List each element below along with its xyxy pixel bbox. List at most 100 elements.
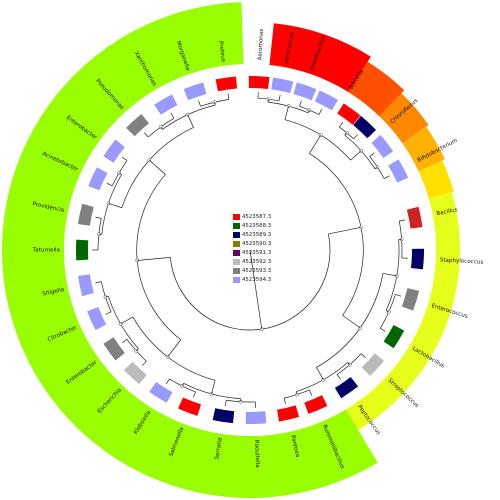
branch-line (316, 367, 324, 380)
sample-block (353, 115, 377, 139)
legend-item: 4523590.3 (233, 239, 303, 248)
sample-block (77, 274, 94, 297)
branch-line (105, 311, 112, 315)
sample-block (401, 288, 420, 311)
root-branch (249, 249, 263, 330)
branch-line (160, 126, 163, 130)
taxon-label: Shigella (42, 287, 65, 297)
tree-branches (92, 92, 408, 408)
taxon-label: Aeromonas (257, 29, 265, 61)
branch-line (105, 295, 109, 298)
sample-block (215, 76, 238, 92)
legend-swatch (233, 258, 240, 265)
legend-swatch (233, 267, 240, 274)
sample-block (212, 408, 235, 424)
branch-line (384, 175, 390, 179)
sample-block (149, 382, 173, 403)
legend-label: 4523587.3 (242, 213, 272, 220)
branch-line (214, 102, 216, 106)
branch-line (369, 152, 375, 157)
legend-label: 4523591.3 (242, 249, 272, 256)
branch-line (295, 391, 298, 395)
branch-line (380, 327, 386, 332)
legend-swatch (233, 213, 240, 220)
branch-line (121, 339, 128, 344)
sample-block (388, 159, 409, 183)
branch-line (167, 339, 182, 358)
sample-block (277, 405, 300, 422)
branch-line (309, 389, 313, 396)
branch-line (284, 105, 289, 120)
sample-block (371, 134, 394, 159)
branch-line (336, 374, 341, 380)
legend-swatch (233, 276, 240, 283)
branch-line (344, 132, 347, 136)
branch-line (106, 182, 113, 187)
sample-block (76, 239, 89, 261)
branch-line (307, 109, 310, 113)
branch-line (181, 383, 184, 387)
sample-block (126, 114, 149, 137)
sample-block (87, 306, 107, 331)
sample-block (103, 337, 125, 361)
taxon-label: Aerococcus (284, 32, 296, 65)
branch-line (395, 294, 402, 297)
sample-block (293, 82, 317, 101)
branch-line (121, 156, 128, 161)
sector-orange-dark (348, 61, 405, 117)
taxon-label: Proteus (217, 41, 226, 63)
branch-line (299, 100, 302, 107)
sample-blocks (76, 76, 424, 425)
sample-block (334, 376, 359, 399)
sector-red (269, 23, 371, 93)
branch-line (187, 114, 194, 128)
branch-line (137, 257, 171, 261)
branch-line (278, 94, 281, 101)
branch-line (360, 353, 366, 359)
sample-block (410, 248, 424, 270)
legend-item: 4523588.3 (233, 221, 303, 230)
sample-block (383, 325, 405, 349)
sample-block (183, 82, 207, 101)
branch-line (309, 134, 322, 154)
taxon-label: Staphylococcus (440, 257, 484, 265)
sector-yellow (418, 160, 454, 199)
sample-legend: 4523587.3 4523588.3 4523589.3 4523590.3 4523… (233, 212, 303, 284)
legend-item: 4523592.3 (233, 257, 303, 266)
legend-swatch (233, 240, 240, 247)
branch-line (399, 219, 406, 222)
sector-green (2, 2, 378, 499)
sector-amber (402, 126, 445, 172)
branch-line (211, 380, 216, 395)
branch-line (224, 400, 227, 407)
legend-item: 4523594.3 (233, 275, 303, 284)
branch-line (149, 159, 166, 175)
taxon-label: Pantoea (289, 435, 300, 458)
legend-label: 4523590.3 (242, 240, 272, 247)
sample-block (154, 94, 178, 115)
abundance-sectors (2, 2, 461, 499)
sample-block (103, 139, 125, 163)
branch-line (198, 100, 201, 107)
legend-swatch (233, 249, 240, 256)
branch-line (385, 310, 390, 313)
sample-block (337, 103, 361, 125)
branch-line (353, 134, 359, 140)
branch-line (165, 378, 170, 385)
sector-orange (379, 93, 429, 144)
taxon-label: Serratia (214, 437, 223, 460)
tree-background (64, 64, 436, 436)
legend-label: 4523588.3 (242, 222, 272, 229)
branch-line (382, 273, 397, 277)
taxon-label: Bacillus (436, 207, 458, 217)
legend-label: 4523594.3 (242, 276, 272, 283)
branch-line (339, 121, 344, 128)
branch-line (135, 348, 139, 351)
sample-block (248, 76, 270, 90)
sample-block (406, 206, 423, 229)
branch-node (180, 384, 185, 388)
legend-item: 4523593.3 (233, 266, 303, 275)
sample-block (77, 203, 94, 226)
sector-yellow-green (345, 192, 461, 431)
